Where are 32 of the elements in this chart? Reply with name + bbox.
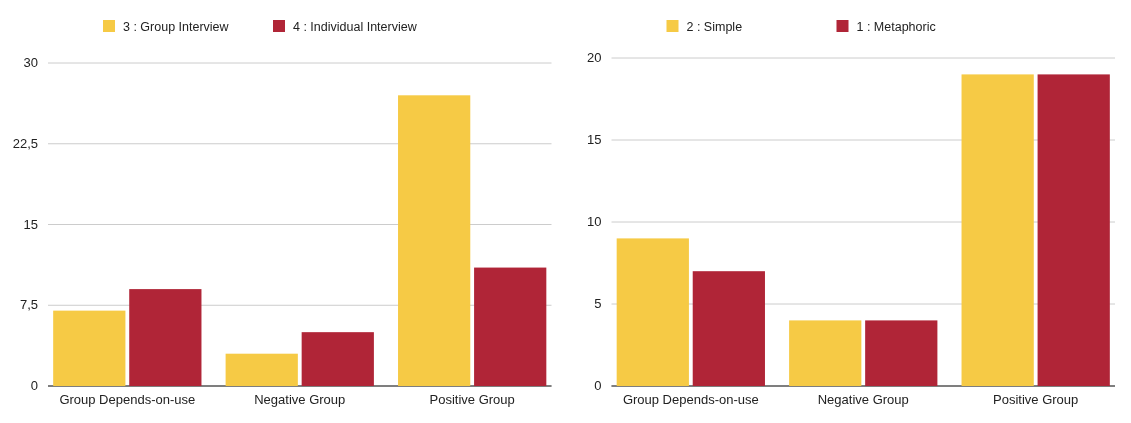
- bar: [616, 238, 689, 386]
- y-tick-label: 15: [587, 132, 602, 147]
- y-tick-label: 20: [587, 50, 602, 65]
- bar: [692, 271, 765, 386]
- y-tick-label: 22,5: [12, 135, 38, 151]
- y-tick-label: 0: [594, 378, 602, 393]
- legend-label: 2 : Simple: [686, 20, 743, 34]
- x-tick-label: Positive Group: [993, 392, 1079, 407]
- bar: [474, 267, 547, 386]
- y-tick-label: 30: [23, 55, 38, 70]
- bar: [961, 74, 1034, 386]
- y-tick-label: 15: [23, 216, 38, 232]
- bar: [789, 320, 862, 386]
- bar: [1037, 74, 1110, 386]
- x-tick-label: Negative Group: [817, 392, 909, 407]
- bar: [865, 320, 938, 386]
- bar: [225, 353, 298, 386]
- bar: [129, 289, 202, 386]
- y-tick-label: 0: [30, 378, 38, 393]
- x-tick-label: Group Depends-on-use: [59, 392, 196, 407]
- bar: [53, 310, 126, 386]
- y-tick-label: 7,5: [19, 297, 38, 313]
- bar: [398, 95, 471, 386]
- y-tick-label: 5: [594, 296, 602, 311]
- legend-label: 1 : Metaphoric: [856, 20, 936, 34]
- x-tick-label: Positive Group: [429, 392, 515, 407]
- bar: [301, 332, 374, 386]
- y-tick-label: 10: [587, 214, 602, 229]
- legend-label: 3 : Group Interview: [123, 20, 230, 34]
- legend-label: 4 : Individual Interview: [293, 20, 418, 34]
- x-tick-label: Negative Group: [254, 392, 346, 407]
- x-tick-label: Group Depends-on-use: [622, 392, 759, 407]
